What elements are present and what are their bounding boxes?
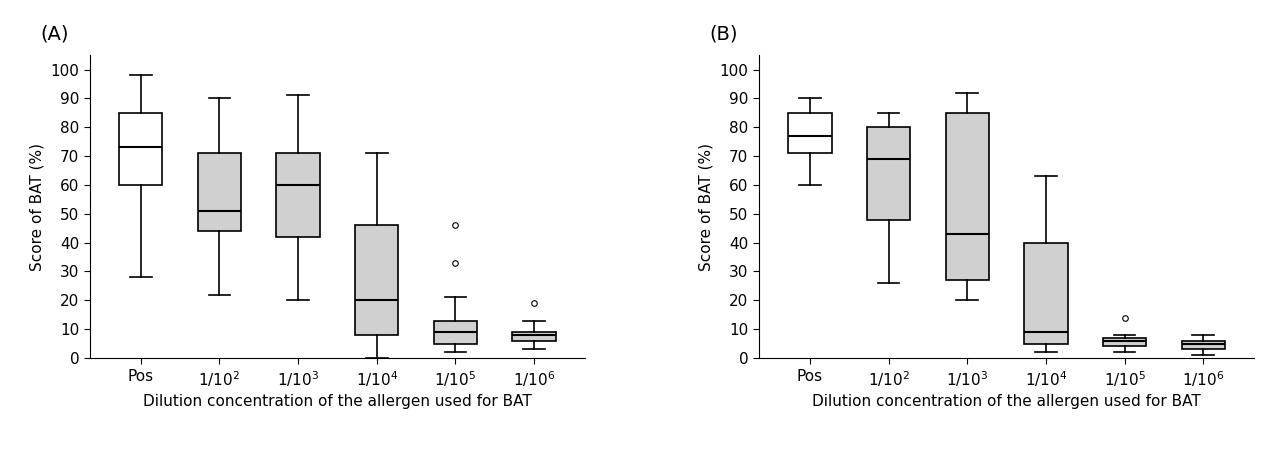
Text: (A): (A) xyxy=(40,25,69,44)
PathPatch shape xyxy=(788,113,832,153)
PathPatch shape xyxy=(119,113,163,185)
PathPatch shape xyxy=(946,113,989,280)
Text: (B): (B) xyxy=(709,25,737,44)
Y-axis label: Score of BAT (%): Score of BAT (%) xyxy=(29,143,45,270)
PathPatch shape xyxy=(1103,338,1146,347)
PathPatch shape xyxy=(198,153,241,231)
PathPatch shape xyxy=(434,320,477,344)
Y-axis label: Score of BAT (%): Score of BAT (%) xyxy=(699,143,714,270)
X-axis label: Dilution concentration of the allergen used for BAT: Dilution concentration of the allergen u… xyxy=(143,394,531,409)
PathPatch shape xyxy=(1024,243,1068,344)
PathPatch shape xyxy=(1181,341,1225,349)
PathPatch shape xyxy=(512,332,556,341)
PathPatch shape xyxy=(867,127,910,219)
PathPatch shape xyxy=(355,225,398,335)
X-axis label: Dilution concentration of the allergen used for BAT: Dilution concentration of the allergen u… xyxy=(813,394,1201,409)
PathPatch shape xyxy=(276,153,320,237)
